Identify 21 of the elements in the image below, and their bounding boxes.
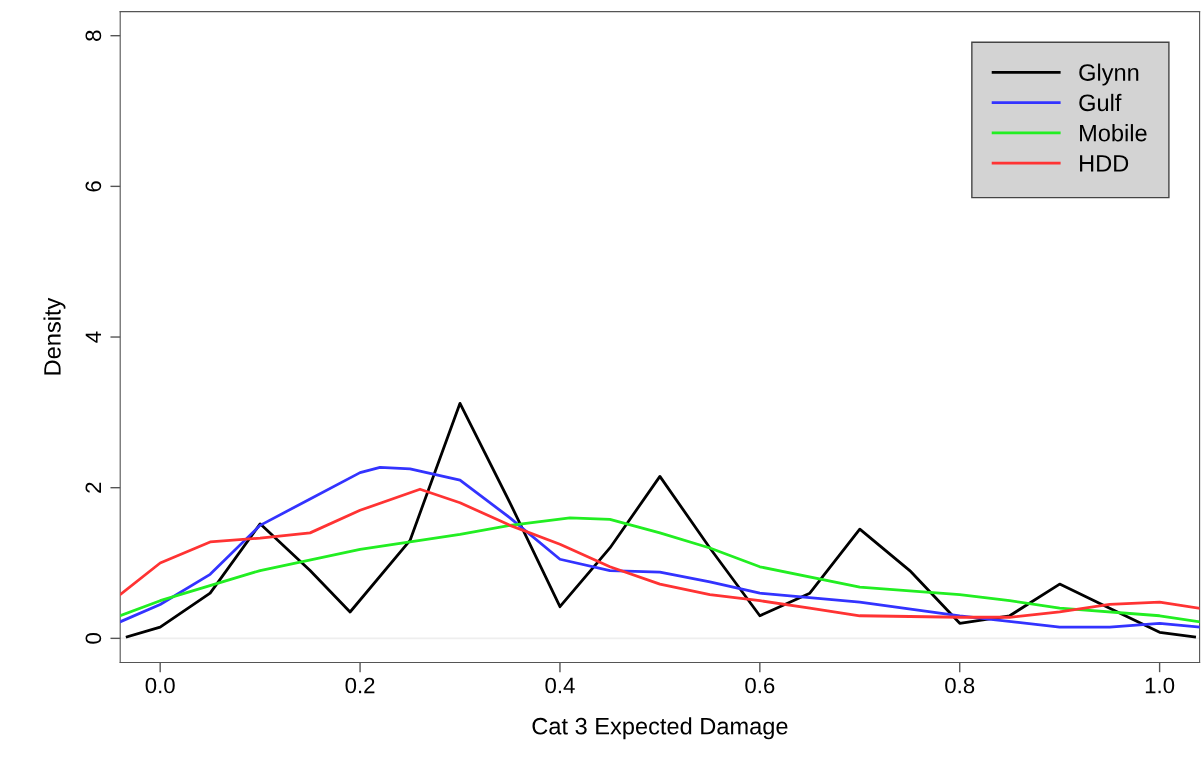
legend-label: Glynn (1079, 63, 1139, 86)
x-tick-label: 0.6 (745, 677, 775, 694)
line-series (120, 487, 1200, 619)
x-tick-label: 0.0 (145, 677, 175, 694)
y-tick-label: 6 (85, 181, 102, 192)
y-tick-label: 8 (85, 30, 102, 41)
x-tick-label: 0.4 (545, 677, 575, 694)
legend-label: Mobile (1080, 124, 1147, 142)
x-tick-label: 0.2 (345, 677, 375, 694)
line-series (125, 401, 1196, 639)
y-axis-title: Density (43, 297, 66, 375)
y-tick-label: 4 (85, 331, 102, 343)
y-tick-label: 2 (85, 482, 102, 493)
legend-label: HDD (1080, 155, 1129, 172)
x-tick-label: 0.8 (945, 677, 975, 694)
line-series (120, 516, 1200, 624)
line-series (120, 465, 1200, 629)
legend-label: Gulf (1079, 93, 1122, 112)
x-tick-label: 1.0 (1145, 677, 1175, 694)
y-tick-label: 0 (85, 633, 102, 644)
x-axis-title: Cat 3 Expected Damage (532, 717, 788, 740)
